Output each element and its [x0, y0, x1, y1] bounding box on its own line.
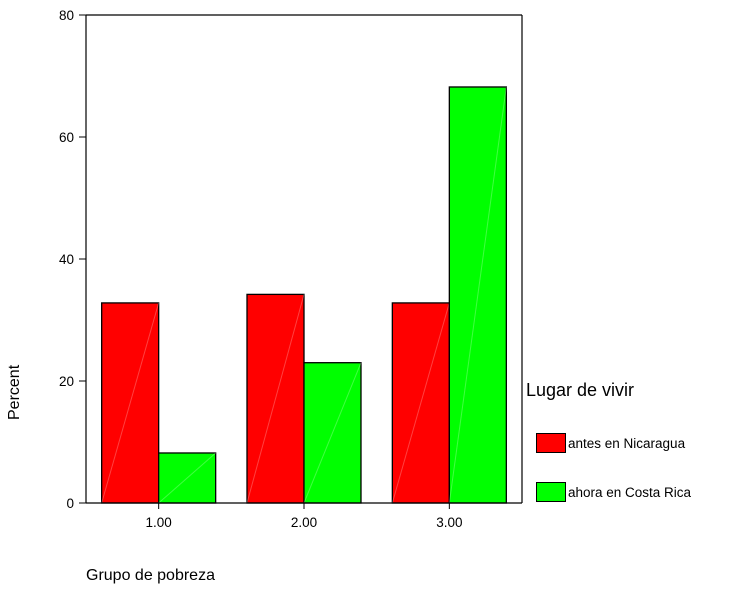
bar-shade-line	[303, 362, 362, 504]
legend-item-antes-en-nicaragua: antes en Nicaragua	[536, 433, 685, 453]
bar-antes-en-nicaragua-2.00	[246, 293, 305, 504]
legend-swatch-red	[536, 433, 566, 453]
bar-shade-line	[246, 294, 305, 504]
legend-label: antes en Nicaragua	[568, 435, 686, 451]
y-axis-label: Percent	[6, 364, 23, 420]
legend-swatch-green	[536, 482, 566, 502]
bar-antes-en-nicaragua-1.00	[101, 302, 160, 504]
axes-group: 1.00 2.00 3.00 0 20 40 60 80	[59, 8, 523, 530]
legend-item-ahora-en-costa-rica: ahora en Costa Rica	[536, 482, 691, 502]
legend-label: ahora en Costa Rica	[568, 484, 692, 500]
y-tick-label: 0	[66, 496, 74, 511]
x-tick-label: 1.00	[146, 515, 172, 530]
y-tick-label: 80	[59, 8, 74, 23]
bar-ahora-en-costa-rica-1.00	[158, 452, 217, 504]
legend-title: Lugar de vivir	[526, 380, 635, 400]
bar-shade-line	[158, 452, 216, 504]
x-tick-label: 2.00	[291, 515, 317, 530]
x-tick-label: 3.00	[436, 515, 462, 530]
bar-shade-line	[101, 302, 160, 504]
x-axis-label: Grupo de pobreza	[86, 567, 215, 584]
bar-antes-en-nicaragua-3.00	[391, 302, 450, 504]
y-tick-label: 60	[59, 130, 74, 145]
y-tick-label: 40	[59, 252, 74, 267]
bar-shade-line	[391, 302, 450, 504]
bars-group	[101, 86, 507, 504]
bar-ahora-en-costa-rica-3.00	[448, 86, 507, 504]
bar-shade-line	[448, 86, 507, 504]
y-tick-label: 20	[59, 374, 74, 389]
